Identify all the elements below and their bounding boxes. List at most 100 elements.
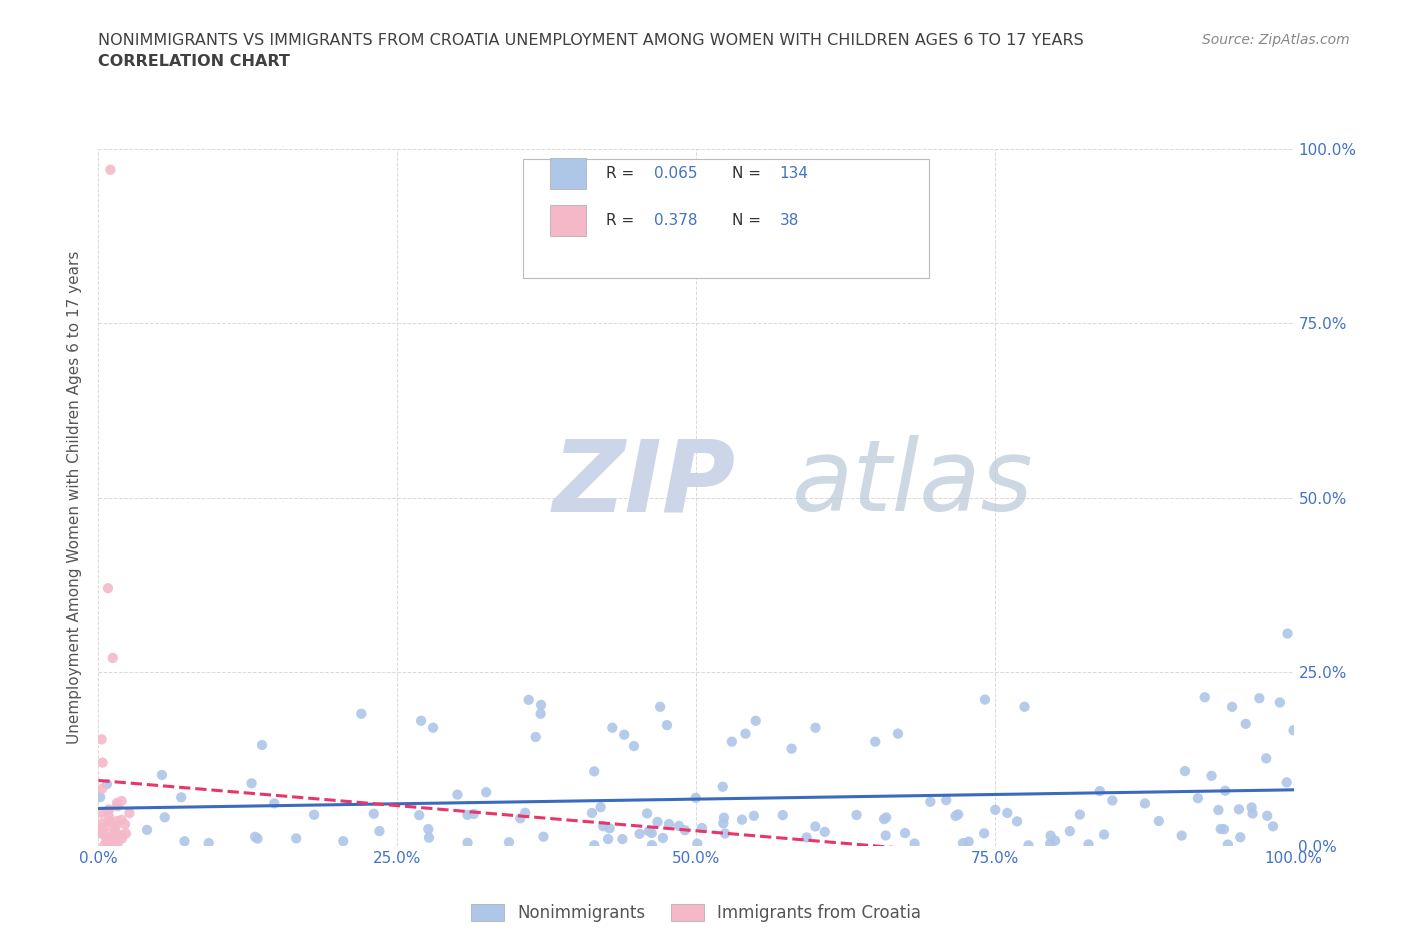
Point <box>952 836 974 851</box>
Point <box>422 721 444 736</box>
Point <box>1088 784 1111 799</box>
Point <box>984 803 1007 817</box>
Point <box>920 794 942 809</box>
Point <box>103 835 125 850</box>
Point <box>1277 626 1299 641</box>
Point <box>170 790 193 804</box>
Point <box>1213 822 1236 837</box>
Point <box>1133 796 1156 811</box>
Point <box>711 816 734 830</box>
Point <box>457 835 479 850</box>
Point <box>945 808 967 823</box>
Point <box>1187 790 1209 805</box>
Point <box>583 838 606 853</box>
Point <box>686 836 709 851</box>
Point <box>1229 830 1251 844</box>
Point <box>711 779 734 794</box>
Point <box>98 814 121 829</box>
Text: N =: N = <box>733 166 766 181</box>
Point <box>368 824 391 839</box>
Point <box>589 800 612 815</box>
Point <box>745 713 768 728</box>
Point <box>1077 837 1099 852</box>
Point <box>903 836 925 851</box>
Point <box>1069 807 1091 822</box>
Point <box>91 755 114 770</box>
Point <box>1005 814 1028 829</box>
Point <box>641 838 664 853</box>
Point <box>1216 837 1239 852</box>
Point <box>456 807 478 822</box>
Point <box>408 808 430 823</box>
Point <box>97 808 120 823</box>
Point <box>114 817 136 831</box>
Point <box>658 817 681 831</box>
Point <box>110 828 132 843</box>
Point <box>101 651 124 666</box>
Point <box>118 805 141 820</box>
Point <box>647 815 669 830</box>
Point <box>1014 699 1036 714</box>
Point <box>446 787 468 802</box>
Point <box>105 814 128 829</box>
Point <box>332 833 354 848</box>
Point <box>93 826 115 841</box>
Point <box>651 830 673 845</box>
Point <box>1043 833 1066 848</box>
Point <box>1092 827 1115 842</box>
Point <box>1174 764 1197 778</box>
Point <box>780 741 803 756</box>
Legend: Nonimmigrants, Immigrants from Croatia: Nonimmigrants, Immigrants from Croatia <box>464 897 928 929</box>
Point <box>668 818 690 833</box>
Point <box>96 833 118 848</box>
Point <box>240 776 263 790</box>
Point <box>90 732 112 747</box>
Point <box>873 812 896 827</box>
Point <box>875 810 897 825</box>
Point <box>90 820 112 835</box>
Point <box>1194 690 1216 705</box>
Point <box>742 808 765 823</box>
FancyBboxPatch shape <box>523 159 929 278</box>
Point <box>285 831 308 846</box>
Point <box>98 838 121 853</box>
Point <box>475 785 498 800</box>
Point <box>90 826 112 841</box>
Point <box>498 835 520 850</box>
Point <box>1059 824 1081 839</box>
Point <box>894 826 917 841</box>
Text: 134: 134 <box>779 166 808 181</box>
Point <box>97 804 120 818</box>
Point <box>1268 695 1291 710</box>
Point <box>772 807 794 822</box>
Point <box>1240 800 1263 815</box>
Point <box>418 830 440 845</box>
Point <box>263 796 285 811</box>
Point <box>1256 808 1278 823</box>
Point <box>1147 814 1170 829</box>
Text: ZIP: ZIP <box>553 435 735 532</box>
Point <box>1213 783 1236 798</box>
Point <box>104 818 127 833</box>
Point <box>974 692 997 707</box>
Text: NONIMMIGRANTS VS IMMIGRANTS FROM CROATIA UNEMPLOYMENT AMONG WOMEN WITH CHILDREN : NONIMMIGRANTS VS IMMIGRANTS FROM CROATIA… <box>98 33 1084 47</box>
Point <box>107 835 129 850</box>
Point <box>515 805 537 820</box>
Point <box>98 830 121 845</box>
Point <box>93 838 115 853</box>
Point <box>463 806 485 821</box>
Point <box>90 805 112 820</box>
Text: R =: R = <box>606 213 640 228</box>
Point <box>509 811 531 826</box>
Point <box>150 767 173 782</box>
Point <box>1039 829 1062 844</box>
Point <box>641 826 664 841</box>
Point <box>1249 691 1271 706</box>
Text: 0.378: 0.378 <box>654 213 697 228</box>
Point <box>302 807 325 822</box>
Point <box>1256 751 1278 765</box>
Point <box>91 781 114 796</box>
Point <box>110 812 132 827</box>
Point <box>115 826 138 841</box>
Y-axis label: Unemployment Among Women with Children Ages 6 to 17 years: Unemployment Among Women with Children A… <box>67 251 83 744</box>
